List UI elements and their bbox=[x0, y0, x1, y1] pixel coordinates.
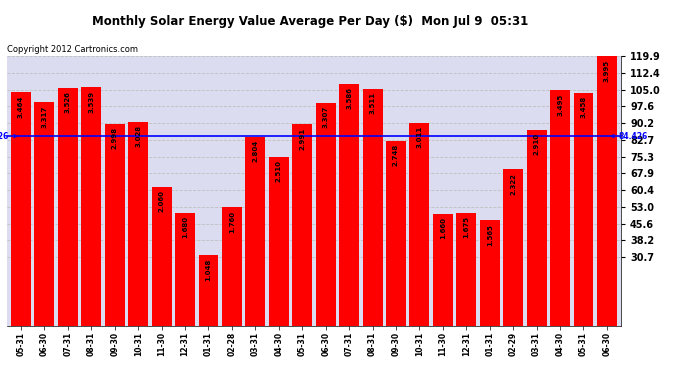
Text: 2.991: 2.991 bbox=[299, 128, 305, 150]
Text: 3.495: 3.495 bbox=[557, 93, 563, 116]
Text: 1.048: 1.048 bbox=[206, 259, 211, 281]
Text: 2.998: 2.998 bbox=[112, 127, 118, 149]
Bar bbox=[58, 88, 78, 326]
Text: 2.060: 2.060 bbox=[159, 190, 165, 212]
Text: 3.995: 3.995 bbox=[604, 60, 610, 82]
Bar bbox=[199, 255, 219, 326]
Text: 3.458: 3.458 bbox=[580, 96, 586, 118]
Text: 3.586: 3.586 bbox=[346, 87, 352, 109]
Text: 3.464: 3.464 bbox=[18, 96, 24, 118]
Text: 3.511: 3.511 bbox=[370, 92, 375, 114]
Bar bbox=[34, 102, 55, 326]
Bar bbox=[293, 124, 312, 326]
Bar bbox=[386, 141, 406, 326]
Bar bbox=[573, 93, 593, 326]
Bar bbox=[269, 157, 288, 326]
Bar bbox=[550, 90, 570, 326]
Text: 3.011: 3.011 bbox=[417, 126, 422, 148]
Text: 84.426: 84.426 bbox=[0, 132, 17, 141]
Text: 3.539: 3.539 bbox=[88, 90, 95, 112]
Text: 1.660: 1.660 bbox=[440, 217, 446, 240]
Bar bbox=[503, 170, 523, 326]
Bar bbox=[597, 56, 617, 326]
Text: 1.680: 1.680 bbox=[182, 216, 188, 238]
Bar bbox=[433, 214, 453, 326]
Text: Monthly Solar Energy Value Average Per Day ($)  Mon Jul 9  05:31: Monthly Solar Energy Value Average Per D… bbox=[92, 15, 529, 28]
Text: 2.322: 2.322 bbox=[510, 173, 516, 195]
Bar bbox=[456, 213, 476, 326]
Text: 1.675: 1.675 bbox=[463, 216, 469, 238]
Text: Monthly   ($): Monthly ($) bbox=[575, 37, 640, 46]
Text: 2.748: 2.748 bbox=[393, 144, 399, 166]
Bar bbox=[362, 89, 382, 326]
Bar bbox=[105, 124, 125, 326]
Text: 3.526: 3.526 bbox=[65, 92, 71, 113]
Bar bbox=[81, 87, 101, 326]
Bar bbox=[526, 130, 546, 326]
Bar bbox=[480, 220, 500, 326]
Text: 1.760: 1.760 bbox=[229, 211, 235, 233]
Text: Copyright 2012 Cartronics.com: Copyright 2012 Cartronics.com bbox=[7, 45, 138, 54]
Text: 2.804: 2.804 bbox=[253, 140, 258, 162]
Bar bbox=[152, 187, 172, 326]
Text: 3.317: 3.317 bbox=[41, 105, 48, 128]
Bar bbox=[409, 123, 429, 326]
Text: 1.565: 1.565 bbox=[486, 224, 493, 246]
Bar bbox=[316, 103, 335, 326]
Bar bbox=[339, 84, 359, 326]
Bar bbox=[11, 92, 31, 326]
Bar bbox=[222, 207, 242, 326]
Bar bbox=[128, 122, 148, 326]
Text: 84.426: 84.426 bbox=[611, 132, 648, 141]
Text: 3.028: 3.028 bbox=[135, 125, 141, 147]
Text: 2.910: 2.910 bbox=[533, 133, 540, 155]
Bar bbox=[175, 213, 195, 326]
Text: 2.510: 2.510 bbox=[276, 160, 282, 182]
Text: Average  ($): Average ($) bbox=[438, 37, 500, 46]
Bar bbox=[246, 137, 266, 326]
Text: 3.307: 3.307 bbox=[323, 106, 328, 128]
